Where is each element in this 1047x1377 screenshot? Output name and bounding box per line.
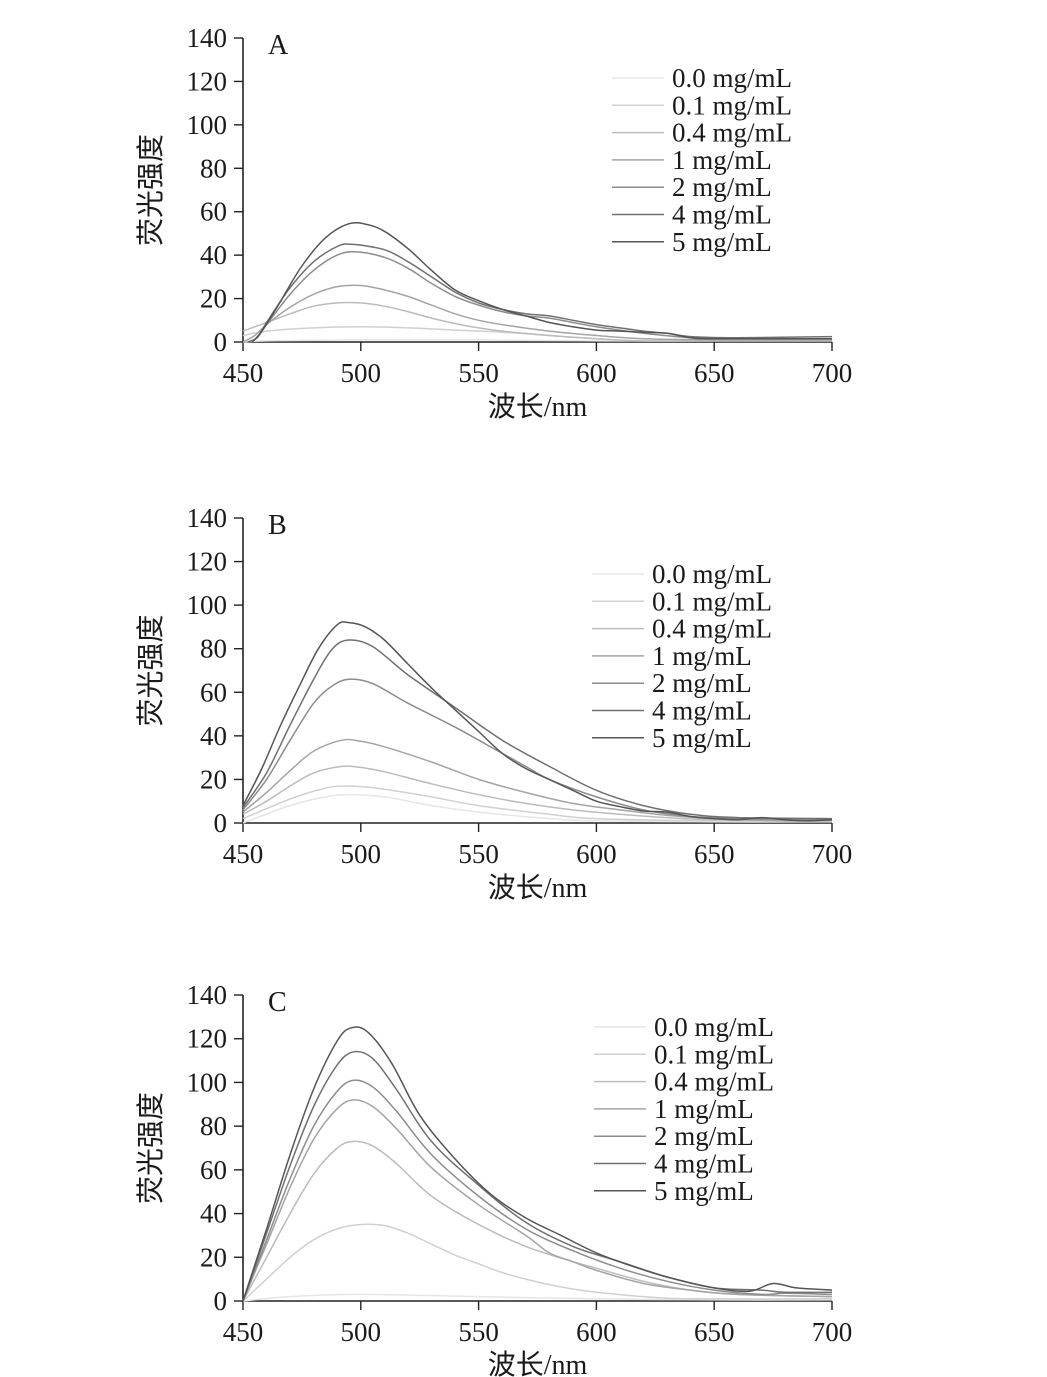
y-tick-label: 120 xyxy=(187,547,228,577)
x-tick-label: 600 xyxy=(576,358,617,388)
x-tick-label: 700 xyxy=(812,358,853,388)
legend: 0.0 mg/mL0.1 mg/mL0.4 mg/mL1 mg/mL2 mg/m… xyxy=(592,559,772,753)
panel-label: C xyxy=(268,987,287,1018)
x-tick-label: 700 xyxy=(812,1317,853,1347)
x-tick-label: 600 xyxy=(576,1317,617,1347)
x-tick-label: 650 xyxy=(694,1317,735,1347)
legend-label: 0.1 mg/mL xyxy=(672,90,792,120)
legend: 0.0 mg/mL0.1 mg/mL0.4 mg/mL1 mg/mL2 mg/m… xyxy=(612,63,792,257)
x-tick-label: 500 xyxy=(341,358,382,388)
legend-label: 2 mg/mL xyxy=(654,1121,754,1151)
legend-label: 5 mg/mL xyxy=(654,1176,754,1206)
legend-label: 1 mg/mL xyxy=(654,1094,754,1124)
y-tick-label: 80 xyxy=(200,1111,227,1141)
legend-label: 0.4 mg/mL xyxy=(654,1067,774,1097)
legend-label: 2 mg/mL xyxy=(672,172,772,202)
x-tick-label: 450 xyxy=(223,1317,264,1347)
legend-label: 0.0 mg/mL xyxy=(652,559,772,589)
x-tick-label: 550 xyxy=(458,839,499,869)
chart-panel-b: 0 20 40 60 80 100 120 140 450 500 550 600 650 700 波长/n… xyxy=(135,503,852,904)
legend-label: 1 mg/mL xyxy=(672,145,772,175)
panel-label: A xyxy=(268,30,289,61)
y-tick-label: 140 xyxy=(187,980,228,1010)
series-line xyxy=(242,301,832,342)
y-tick-label: 100 xyxy=(187,110,228,140)
legend-label: 5 mg/mL xyxy=(652,723,752,753)
y-tick-label: 40 xyxy=(200,240,227,270)
y-tick-label: 40 xyxy=(200,721,227,751)
legend-label: 0.4 mg/mL xyxy=(652,614,772,644)
y-axis-title: 荧光强度 xyxy=(135,1092,167,1204)
legend-label: 1 mg/mL xyxy=(652,641,752,671)
x-tick-label: 450 xyxy=(223,839,264,869)
legend-label: 0.0 mg/mL xyxy=(672,63,792,93)
x-tick-label: 500 xyxy=(341,839,382,869)
legend-label: 4 mg/mL xyxy=(652,696,752,726)
series-line xyxy=(242,1223,833,1302)
y-tick-label: 40 xyxy=(200,1199,227,1229)
series-line xyxy=(247,251,833,343)
y-tick-label: 0 xyxy=(214,327,228,357)
series-line xyxy=(242,793,833,824)
y-tick-label: 100 xyxy=(187,590,228,620)
series-line xyxy=(242,1099,833,1302)
series-line xyxy=(242,1026,833,1302)
y-tick-label: 80 xyxy=(200,153,227,183)
y-tick-label: 80 xyxy=(200,634,227,664)
y-axis-title: 荧光强度 xyxy=(135,134,167,246)
x-tick-label: 650 xyxy=(694,839,735,869)
series-line xyxy=(242,1079,833,1302)
x-tick-label: 650 xyxy=(694,358,735,388)
legend-label: 0.1 mg/mL xyxy=(654,1039,774,1069)
series-line xyxy=(242,1293,833,1302)
y-tick-label: 140 xyxy=(187,23,228,53)
panel-label: B xyxy=(268,510,287,541)
series-line xyxy=(251,221,833,343)
x-tick-label: 500 xyxy=(341,1317,382,1347)
y-tick-label: 60 xyxy=(200,1155,227,1185)
legend-label: 0.1 mg/mL xyxy=(652,586,772,616)
legend-label: 4 mg/mL xyxy=(654,1149,754,1179)
x-tick-label: 450 xyxy=(223,358,264,388)
y-tick-label: 120 xyxy=(187,66,228,96)
y-tick-label: 120 xyxy=(187,1024,228,1054)
y-tick-label: 100 xyxy=(187,1067,228,1097)
legend-label: 5 mg/mL xyxy=(672,227,772,257)
chart-panel-a: 0 20 40 60 80 100 120 140 450 500 550 600 650 700 波长/n… xyxy=(135,23,852,423)
legend-label: 2 mg/mL xyxy=(652,668,752,698)
legend: 0.0 mg/mL0.1 mg/mL0.4 mg/mL1 mg/mL2 mg/m… xyxy=(594,1012,774,1206)
series-line xyxy=(242,765,833,822)
y-tick-label: 60 xyxy=(200,197,227,227)
legend-label: 0.4 mg/mL xyxy=(672,118,792,148)
y-tick-label: 0 xyxy=(214,1286,228,1316)
x-axis-title: 波长/nm xyxy=(488,1349,588,1377)
series-line xyxy=(242,785,833,822)
x-tick-label: 550 xyxy=(458,1317,499,1347)
y-tick-label: 20 xyxy=(200,764,227,794)
chart-panel-c: 0 20 40 60 80 100 120 140 450 500 550 600 650 700 波长/n… xyxy=(135,980,852,1377)
x-axis-title: 波长/nm xyxy=(488,872,588,904)
series-line xyxy=(242,284,833,343)
x-axis-title: 波长/nm xyxy=(488,391,588,423)
y-tick-label: 0 xyxy=(214,808,228,838)
series-line xyxy=(242,678,833,821)
y-tick-label: 20 xyxy=(200,284,227,314)
series-line xyxy=(242,639,833,820)
y-tick-label: 20 xyxy=(200,1242,227,1272)
x-tick-label: 550 xyxy=(458,358,499,388)
y-axis-title: 荧光强度 xyxy=(135,614,167,726)
series-line xyxy=(242,621,833,822)
y-tick-label: 140 xyxy=(187,503,228,533)
x-tick-label: 600 xyxy=(576,839,617,869)
y-tick-label: 60 xyxy=(200,677,227,707)
series-line xyxy=(242,1140,833,1302)
legend-label: 4 mg/mL xyxy=(672,200,772,230)
x-tick-label: 700 xyxy=(812,839,853,869)
legend-label: 0.0 mg/mL xyxy=(654,1012,774,1042)
